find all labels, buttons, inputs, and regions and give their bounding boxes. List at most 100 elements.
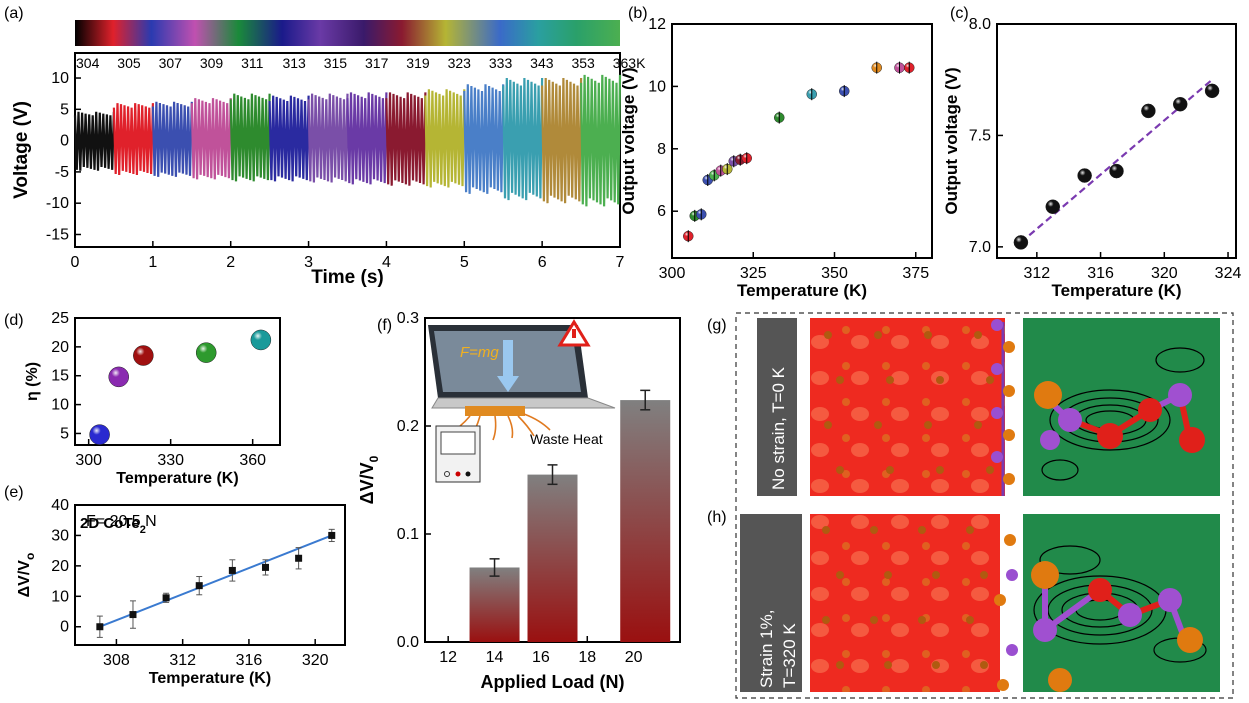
- chain-atom: [1003, 341, 1015, 353]
- temperature-label: 313: [282, 55, 306, 71]
- atom: [924, 421, 932, 429]
- y-tick-label: 0: [60, 619, 69, 636]
- data-point: [295, 554, 303, 562]
- chain-atom: [991, 363, 1003, 375]
- voltmeter-terminal-1: [444, 471, 450, 477]
- panel-d: (d) 300 330 360 5 10 15 20 25 Temperature (K) η (…: [4, 310, 281, 487]
- x-tick-label: 316: [1087, 265, 1114, 282]
- y-tick-label: 0.2: [397, 418, 419, 435]
- force-arrow: [503, 340, 513, 378]
- waste-heat-label: Waste Heat: [530, 431, 603, 447]
- atom: [924, 331, 932, 339]
- data-point-shine: [1045, 199, 1060, 214]
- atom: [870, 616, 878, 624]
- y-axis-label: ΔV/Vo: [16, 553, 37, 598]
- temperature-label: 309: [200, 55, 224, 71]
- voltage-trace-319: [385, 92, 427, 186]
- atom: [870, 526, 878, 534]
- x-axis-label: Temperature (K): [149, 670, 271, 687]
- plot-frame: [996, 23, 1237, 259]
- y-tick-label: 10: [648, 78, 666, 95]
- temperature-label: 311: [241, 55, 264, 71]
- y-axis-label: ΔV/V0: [357, 455, 381, 504]
- relative-voltage-plot: 308 312 316 320 0 10 20 30 40 Temperature (K) ΔV/V…: [16, 497, 346, 687]
- atom: [966, 526, 974, 534]
- temperature-label: 343: [530, 55, 554, 71]
- voltage-trace-315: [307, 93, 349, 183]
- y-tick-label: 20: [51, 339, 69, 356]
- chain-atom: [997, 679, 1009, 691]
- temperature-label: 307: [159, 55, 183, 71]
- data-point: [129, 611, 137, 619]
- panel-b-label: (b): [628, 5, 648, 22]
- data-point-shine: [1205, 83, 1220, 98]
- panel-gh: (g) (h) No strain, T=0 K: [707, 312, 1234, 699]
- chain-atom: [991, 319, 1003, 331]
- atom: [980, 661, 988, 669]
- y-tick-label: 15: [51, 368, 69, 385]
- chain-atom: [994, 594, 1006, 606]
- x-tick-label: 7: [616, 254, 625, 271]
- chain-atom: [1003, 473, 1015, 485]
- x-tick-label: 14: [486, 649, 504, 666]
- atom: [966, 616, 974, 624]
- x-axis-label: Temperature (K): [116, 470, 238, 487]
- y-tick-label: 6: [657, 203, 666, 220]
- voltage-trace-311: [229, 93, 271, 182]
- y-tick-label: 0.1: [397, 526, 419, 543]
- atom: [918, 526, 926, 534]
- x-tick-label: 300: [659, 265, 686, 282]
- panel-c: (c) 312 316 320 324 7.0 7.5 8.0 Temperature (K)…: [942, 5, 1241, 300]
- atoms-h: [822, 526, 1018, 691]
- data-point: [195, 582, 203, 590]
- panel-a: (a) 304 305 307 309 311 313 315 317 319 323 333 343…: [4, 5, 646, 536]
- panel-h-label: (h): [707, 509, 727, 526]
- panel-f-label: (f): [377, 317, 392, 334]
- atoms-contour-g: [1034, 381, 1205, 453]
- data-point-shine: [1109, 164, 1124, 179]
- y-tick-label: 10: [51, 70, 69, 87]
- x-tick-label: 16: [532, 649, 550, 666]
- x-tick-label: 320: [1151, 265, 1178, 282]
- y-tick-label: 30: [51, 527, 69, 544]
- x-tick-label: 4: [382, 254, 391, 271]
- y-tick-label: 12: [648, 16, 666, 33]
- force-arrow-head: [497, 376, 519, 392]
- temperature-label: 323: [448, 55, 472, 71]
- panel-f: (f) 12 14 16 18 20 0.0 0.1 0.2 0.3 Applied Load (…: [357, 310, 681, 692]
- x-tick-label: 312: [1023, 265, 1050, 282]
- temperature-label: 305: [117, 55, 141, 71]
- x-axis-label: Applied Load (N): [481, 672, 625, 692]
- data-point: [261, 563, 269, 571]
- voltmeter-terminal-2: [455, 471, 461, 477]
- contour-map-h: [1023, 514, 1220, 692]
- x-axis-label: Time (s): [311, 267, 384, 288]
- x-tick-label: 6: [538, 254, 547, 271]
- temperature-colorbar: [75, 20, 620, 46]
- x-axis-label: Temperature (K): [1051, 281, 1181, 300]
- data-point-shine: [108, 366, 129, 387]
- x-tick-label: 324: [1215, 265, 1242, 282]
- caption-box-g: [757, 318, 797, 496]
- atom: [936, 376, 944, 384]
- data-point-shine: [1173, 97, 1188, 112]
- atom: [932, 571, 940, 579]
- x-tick-label: 316: [236, 652, 263, 669]
- panel-d-label: (d): [4, 312, 24, 329]
- chain-atom: [1006, 644, 1018, 656]
- panel-a-label: (a): [4, 5, 24, 22]
- plot-frame: [74, 317, 281, 446]
- y-tick-label: -10: [46, 195, 69, 212]
- y-tick-label: -15: [46, 226, 69, 243]
- panel-b: (b) 300 325 350 375 6 8 10 12 Temperature (K) Out…: [619, 5, 933, 300]
- atom: [936, 466, 944, 474]
- x-tick-label: 3: [304, 254, 313, 271]
- atom: [884, 661, 892, 669]
- atom: [974, 421, 982, 429]
- atom: [884, 571, 892, 579]
- x-tick-label: 0: [71, 254, 80, 271]
- temperature-label: 319: [406, 55, 430, 71]
- bar: [527, 474, 578, 642]
- panel-g-label: (g): [707, 317, 727, 334]
